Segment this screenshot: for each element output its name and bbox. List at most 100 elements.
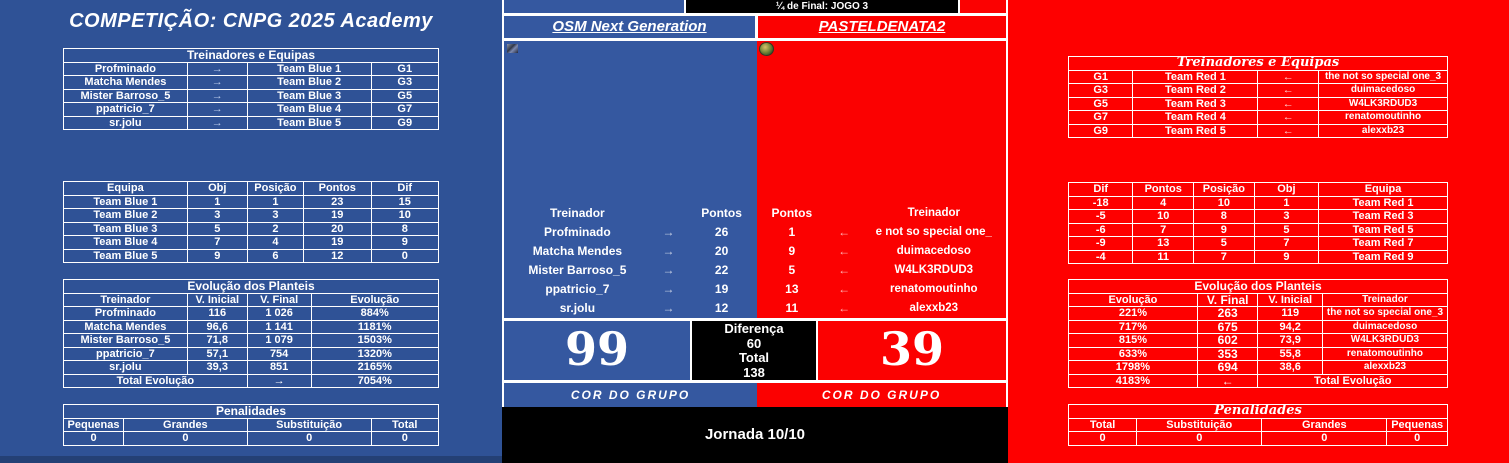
cell: Matcha Mendes [63, 319, 188, 334]
competition-title: COMPETIÇÃO: CNPG 2025 Academy [69, 10, 433, 32]
cell: Matcha Mendes [532, 244, 623, 258]
table-row: 717% 675 94,2 duimacedoso [1068, 319, 1449, 334]
home-score: 99 [504, 321, 690, 380]
table-row: Profminado → 26 [504, 223, 757, 242]
cell: G3 [1067, 83, 1134, 98]
cell: ← [1196, 373, 1259, 388]
table-row: Evolução dos Planteis [1068, 279, 1448, 294]
cell: Team Blue 5 [246, 115, 372, 130]
cell: 633% [1068, 346, 1198, 361]
club-crest-home-icon [507, 44, 518, 53]
cell: 754 [246, 346, 312, 361]
away-team-name: PASTELDENATA2 [758, 16, 1006, 38]
cell: → [662, 301, 675, 315]
cell: Penalidades [1068, 404, 1448, 419]
cell: 13 [1132, 236, 1195, 251]
cell: V. Inicial [1257, 292, 1323, 307]
cell: sr.jolu [63, 360, 188, 375]
table-row: sr.jolu → 12 [504, 299, 757, 318]
cell: 1 141 [246, 319, 312, 334]
cell: Pontos [701, 206, 742, 220]
cell: Equipa [63, 181, 188, 196]
cell: 4 [246, 235, 305, 250]
cell: → [186, 115, 248, 130]
cell: 13 [785, 282, 799, 296]
cell: the not so special one_3 [1318, 69, 1448, 84]
total-label: Total [738, 350, 770, 365]
header-divider [755, 16, 758, 38]
table-row: Evolução dos Planteis [63, 279, 439, 294]
table-row: -9 13 5 7 Team Red 7 [1067, 236, 1448, 251]
cell: 96,6 [186, 319, 248, 334]
cell: 20 [714, 244, 729, 258]
table-row: Team Blue 4 7 4 19 9 [63, 235, 439, 250]
table-row: Matcha Mendes → 20 [504, 242, 757, 261]
table-row: Profminado 116 1 026 884% [63, 306, 439, 321]
cell: 57,1 [186, 346, 248, 361]
cell: -18 [1067, 195, 1134, 210]
table-row: ppatricio_7 57,1 754 1320% [63, 346, 439, 361]
table-row: G9 Team Red 5 ← alexxb23 [1067, 123, 1448, 138]
cell: Substituição [246, 417, 372, 432]
cell: 0 [246, 431, 372, 446]
cell: Team Red 1 [1318, 195, 1448, 210]
cell: Team Red 3 [1132, 96, 1259, 111]
cell: 263 [1196, 306, 1259, 321]
table-row: -18 4 10 1 Team Red 1 [1067, 195, 1448, 210]
cell: Team Blue 2 [63, 208, 188, 223]
difference-box: Diferença 60 Total 138 [690, 321, 818, 380]
cell: ← [1257, 83, 1320, 98]
cell: → [186, 88, 248, 103]
cell: Treinador [550, 206, 605, 220]
cell: Team Blue 3 [63, 221, 188, 236]
cell: ← [838, 225, 851, 239]
cell: 0 [1067, 431, 1138, 446]
table-row: Mister Barroso_5 → 22 [504, 261, 757, 280]
table-row: 633% 353 55,8 renatomoutinho [1068, 346, 1449, 361]
cell: → [662, 263, 675, 277]
table-row: 1798% 694 38,6 alexxb23 [1068, 360, 1449, 375]
cell: ← [838, 301, 851, 315]
cell: G7 [1067, 110, 1134, 125]
cell: Team Blue 4 [63, 235, 188, 250]
table-row: Mister Barroso_5 71,8 1 079 1503% [63, 333, 439, 348]
table-row: sr.jolu 39,3 851 2165% [63, 360, 439, 375]
cell: 71,8 [186, 333, 248, 348]
cell: 73,9 [1257, 333, 1323, 348]
cell: 3 [246, 208, 305, 223]
table-row: Pequenas Grandes Substituição Total [63, 417, 439, 432]
table-row: Treinadores e Equipas [63, 48, 439, 63]
cell: Evolução [1068, 292, 1198, 307]
table-row: 1 ← e not so special one_ [757, 223, 1006, 242]
home-area: Treinador Pontos Profminado → 26 Matcha Mende… [504, 41, 757, 318]
cell: Team Blue 1 [63, 194, 188, 209]
cell: Mister Barroso_5 [63, 333, 188, 348]
cell: Team Red 4 [1132, 110, 1259, 125]
table-row: 815% 602 73,9 W4LK3RDUD3 [1068, 333, 1449, 348]
table-row: G5 Team Red 3 ← W4LK3RDUD3 [1067, 96, 1448, 111]
cell: duimacedoso [1321, 319, 1449, 334]
difference-value: 60 [746, 335, 762, 351]
red-coaches-teams-table: Treinadores e Equipas G1 Team Red 1 ← the no… [1067, 56, 1448, 138]
cell: 9 [370, 235, 439, 250]
blue-coaches-teams-table: Treinadores e Equipas Profminado → Team Blu… [63, 48, 439, 130]
cell: Pontos [1132, 182, 1195, 197]
cell: Team Red 5 [1132, 123, 1259, 138]
table-row: sr.jolu → Team Blue 5 G9 [63, 115, 439, 130]
cell: 4183% [1068, 373, 1198, 388]
table-row: ppatricio_7 → 19 [504, 280, 757, 299]
cell: -5 [1067, 209, 1134, 224]
cell: 7054% [310, 373, 439, 388]
cell: ← [1257, 110, 1320, 125]
club-crest-away-icon [759, 42, 774, 56]
cell: 11 [1132, 249, 1195, 264]
cell: 12 [714, 301, 729, 315]
table-row: Team Blue 3 5 2 20 8 [63, 221, 439, 236]
cell: 11 [785, 301, 799, 315]
cell: e not so special one_ [875, 226, 992, 238]
cell: Team Blue 5 [63, 248, 188, 263]
red-penalties-table: Penalidades Total Substituição Grandes Peque… [1067, 404, 1448, 446]
cell: W4LK3RDUD3 [1321, 333, 1449, 348]
cell: ← [838, 282, 851, 296]
cell: duimacedoso [1318, 83, 1448, 98]
